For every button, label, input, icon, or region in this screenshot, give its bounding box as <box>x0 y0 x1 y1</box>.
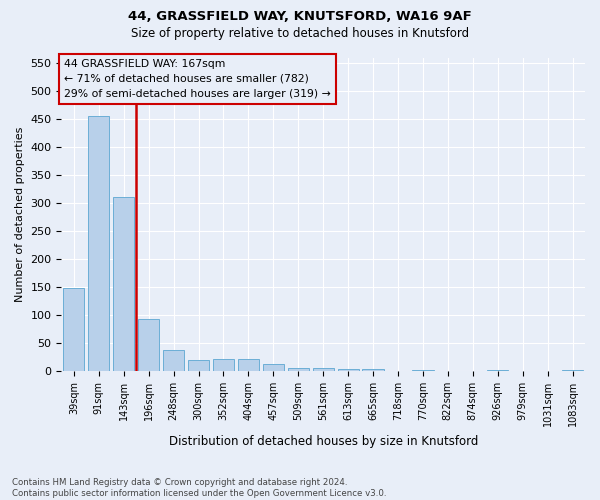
Bar <box>338 369 359 371</box>
Bar <box>63 288 85 371</box>
Text: 44, GRASSFIELD WAY, KNUTSFORD, WA16 9AF: 44, GRASSFIELD WAY, KNUTSFORD, WA16 9AF <box>128 10 472 23</box>
Bar <box>238 359 259 371</box>
Bar <box>213 359 234 371</box>
Bar <box>138 319 159 371</box>
Bar <box>487 370 508 371</box>
Bar <box>263 364 284 371</box>
Text: Size of property relative to detached houses in Knutsford: Size of property relative to detached ho… <box>131 28 469 40</box>
Bar <box>562 370 583 371</box>
Text: Contains HM Land Registry data © Crown copyright and database right 2024.
Contai: Contains HM Land Registry data © Crown c… <box>12 478 386 498</box>
Bar <box>362 369 383 371</box>
Bar <box>313 368 334 371</box>
Bar <box>188 360 209 371</box>
Bar <box>287 368 309 371</box>
Text: 44 GRASSFIELD WAY: 167sqm
← 71% of detached houses are smaller (782)
29% of semi: 44 GRASSFIELD WAY: 167sqm ← 71% of detac… <box>64 59 331 98</box>
Bar <box>113 197 134 371</box>
Bar <box>163 350 184 371</box>
Bar <box>412 370 434 371</box>
Y-axis label: Number of detached properties: Number of detached properties <box>15 126 25 302</box>
Bar <box>88 116 109 371</box>
X-axis label: Distribution of detached houses by size in Knutsford: Distribution of detached houses by size … <box>169 434 478 448</box>
